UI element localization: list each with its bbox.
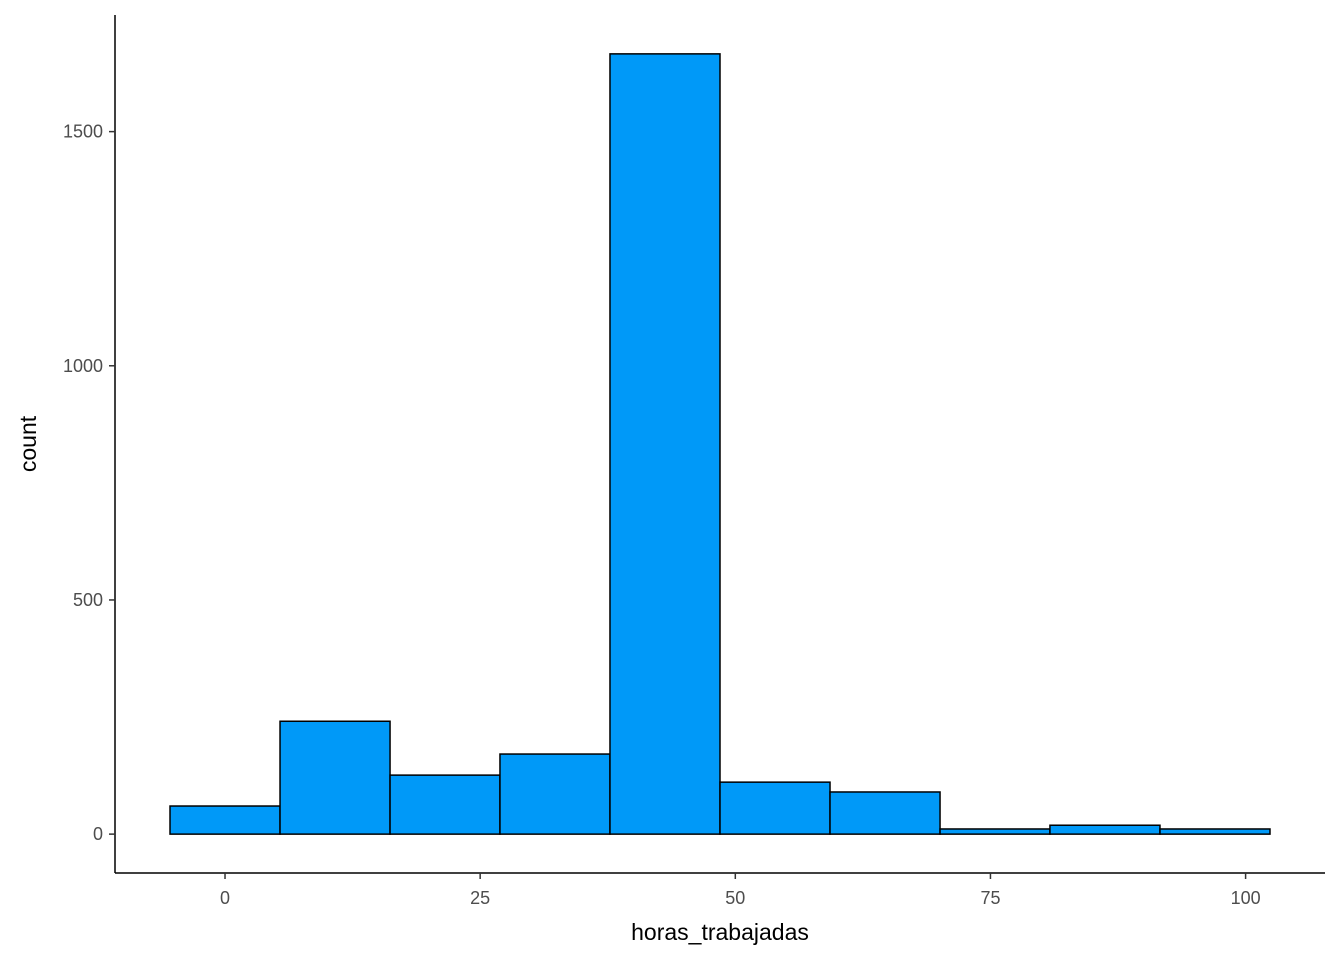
x-tick-label: 25 bbox=[470, 888, 490, 908]
bar bbox=[719, 781, 831, 835]
y-tick-label: 500 bbox=[73, 590, 103, 610]
x-axis-title: horas_trabajadas bbox=[631, 919, 809, 945]
x-tick-label: 50 bbox=[725, 888, 745, 908]
y-tick-label: 1500 bbox=[63, 122, 103, 142]
y-tick-label: 1000 bbox=[63, 356, 103, 376]
bar bbox=[1159, 828, 1271, 835]
y-tick-label: 0 bbox=[93, 824, 103, 844]
bar bbox=[169, 805, 281, 835]
y-axis-title: count bbox=[15, 415, 41, 472]
x-tick-label: 75 bbox=[980, 888, 1000, 908]
x-tick-label: 100 bbox=[1231, 888, 1261, 908]
bar bbox=[609, 53, 721, 835]
x-tick-label: 0 bbox=[220, 888, 230, 908]
bar bbox=[939, 828, 1051, 835]
bar bbox=[279, 720, 391, 835]
bar bbox=[389, 774, 501, 835]
bar bbox=[1049, 824, 1161, 835]
bar bbox=[499, 753, 611, 835]
bar bbox=[829, 791, 941, 835]
